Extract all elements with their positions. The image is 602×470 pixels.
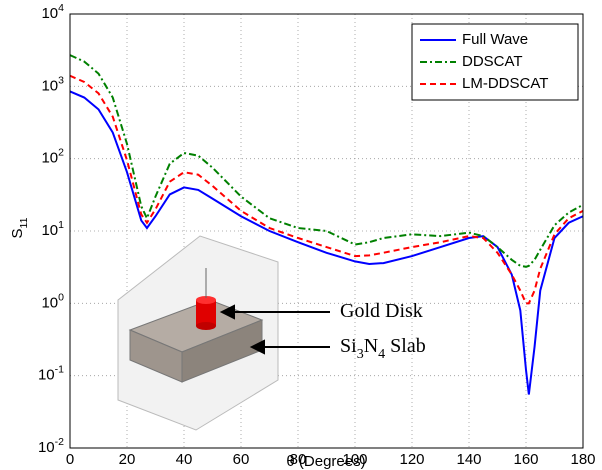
annotation: Gold Disk [340, 300, 423, 322]
chart: Gold Disk Si3N4 Slab Full WaveDDSCATLM-D… [0, 0, 602, 470]
legend-label: LM-DDSCAT [462, 75, 548, 92]
y-tick-label: 100 [41, 291, 64, 311]
y-tick-label: 10-1 [38, 363, 64, 383]
x-tick-label: 140 [456, 451, 481, 468]
legend: Full Wave DDSCAT LM-DDSCAT [412, 24, 578, 100]
x-tick-label: 0 [66, 451, 74, 468]
x-tick-label: 40 [176, 451, 193, 468]
x-tick-label: 20 [119, 451, 136, 468]
x-tick-label: 180 [570, 451, 595, 468]
y-tick-label: 101 [41, 219, 64, 239]
y-tick-label: 104 [41, 2, 64, 22]
y-tick-label: 103 [41, 74, 64, 94]
legend-label: Full Wave [462, 31, 528, 48]
y-tick-label: 10-2 [38, 436, 64, 456]
x-tick-label: 160 [513, 451, 538, 468]
x-tick-label: 100 [342, 451, 367, 468]
y-axis-label: S11 [9, 217, 30, 238]
y-tick-label: 102 [41, 146, 64, 166]
x-tick-label: 60 [233, 451, 250, 468]
legend-label: DDSCAT [462, 53, 523, 70]
x-tick-label: 120 [399, 451, 424, 468]
x-tick-label: 80 [290, 451, 307, 468]
